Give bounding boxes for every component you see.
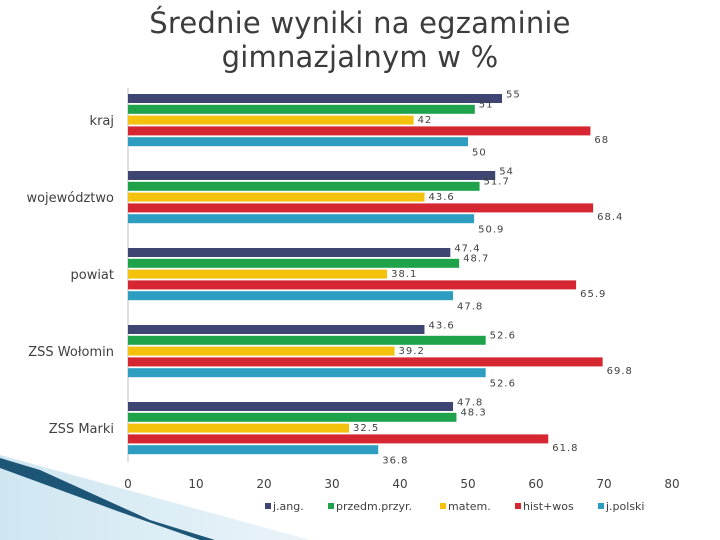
- data-label: 51.7: [484, 176, 510, 187]
- bar-kraj-hist+wos: [128, 126, 591, 136]
- bar-ZSS Wołomin-j.polski: [128, 368, 486, 378]
- bar-ZSS Wołomin-j.ang.: [128, 325, 425, 334]
- bar-powiat-przedm.przyr.: [128, 258, 460, 268]
- bar-ZSS Marki-j.polski: [128, 445, 379, 455]
- bar-ZSS Marki-przedm.przyr.: [128, 412, 457, 422]
- data-label: 52.6: [490, 330, 516, 341]
- x-tick-label: 10: [188, 477, 203, 491]
- data-label: 47.4: [454, 244, 480, 255]
- data-label: 47.8: [457, 398, 483, 409]
- data-label: 50: [472, 148, 487, 159]
- data-label: 39.2: [399, 346, 425, 357]
- x-tick-label: 60: [528, 477, 543, 491]
- legend-label: przedm.przyr.: [336, 500, 412, 513]
- bar-ZSS Marki-matem.: [128, 423, 349, 433]
- legend-item: j.polski: [598, 500, 644, 513]
- bar-ZSS Wołomin-matem.: [128, 346, 395, 356]
- data-label: 61.8: [552, 443, 578, 454]
- legend-swatch: [440, 503, 446, 509]
- data-label: 68: [594, 135, 609, 146]
- data-label: 55: [506, 90, 521, 101]
- bar-ZSS Marki-hist+wos: [128, 434, 549, 444]
- x-tick-label: 50: [460, 477, 475, 491]
- category-label: ZSS Wołomin: [28, 345, 114, 360]
- data-label: 38.1: [391, 269, 417, 280]
- bar-powiat-j.polski: [128, 291, 454, 301]
- category-label: kraj: [90, 114, 114, 129]
- bar-powiat-matem.: [128, 269, 388, 279]
- bar-powiat-hist+wos: [128, 280, 577, 290]
- data-label: 42: [418, 115, 433, 126]
- data-label: 43.6: [428, 192, 454, 203]
- data-label: 48.7: [463, 253, 489, 264]
- legend-swatch: [598, 503, 604, 509]
- bar-ZSS Wołomin-hist+wos: [128, 357, 603, 367]
- legend-item: matem.: [440, 500, 491, 513]
- bar-województwo-przedm.przyr.: [128, 181, 480, 191]
- x-tick-label: 30: [324, 477, 339, 491]
- legend-item: hist+wos: [515, 500, 574, 513]
- data-label: 69.8: [607, 366, 633, 377]
- legend-swatch: [265, 503, 271, 509]
- bar-ZSS Wołomin-przedm.przyr.: [128, 335, 486, 345]
- bar-województwo-hist+wos: [128, 203, 594, 213]
- x-tick-label: 70: [596, 477, 611, 491]
- data-label: 36.8: [382, 456, 408, 467]
- legend-item: j.ang.: [265, 500, 304, 513]
- data-label: 47.8: [457, 302, 483, 313]
- bar-powiat-j.ang.: [128, 248, 451, 257]
- bar-kraj-j.ang.: [128, 94, 502, 103]
- data-label: 52.6: [490, 379, 516, 390]
- bar-województwo-j.polski: [128, 214, 475, 224]
- data-label: 43.6: [428, 321, 454, 332]
- legend-label: matem.: [448, 500, 491, 513]
- chart-title: Średnie wyniki na egzaminie gimnazjalnym…: [149, 6, 571, 74]
- legend-swatch: [515, 503, 521, 509]
- x-tick-label: 20: [256, 477, 271, 491]
- data-label: 68.4: [597, 212, 623, 223]
- data-label: 50.9: [478, 225, 504, 236]
- category-label: województwo: [26, 191, 114, 206]
- legend-swatch: [328, 503, 334, 509]
- x-tick-label: 80: [664, 477, 679, 491]
- legend-item: przedm.przyr.: [328, 500, 412, 513]
- data-label: 65.9: [580, 289, 606, 300]
- data-label: 32.5: [353, 423, 379, 434]
- bar-województwo-matem.: [128, 192, 425, 202]
- corner-decoration: [0, 455, 310, 540]
- category-label: powiat: [70, 268, 114, 283]
- bar-kraj-przedm.przyr.: [128, 104, 475, 114]
- data-label: 54: [499, 167, 514, 178]
- legend-label: hist+wos: [523, 500, 574, 513]
- bar-ZSS Marki-j.ang.: [128, 402, 454, 411]
- x-tick-label: 40: [392, 477, 407, 491]
- data-label: 48.3: [460, 407, 486, 418]
- category-label: ZSS Marki: [49, 422, 114, 437]
- legend-label: j.polski: [605, 500, 644, 513]
- data-label: 51: [479, 99, 494, 110]
- bar-kraj-matem.: [128, 115, 414, 125]
- bar-kraj-j.polski: [128, 137, 468, 147]
- bar-województwo-j.ang.: [128, 171, 496, 180]
- legend-label: j.ang.: [272, 500, 304, 513]
- x-tick-label: 0: [124, 477, 132, 491]
